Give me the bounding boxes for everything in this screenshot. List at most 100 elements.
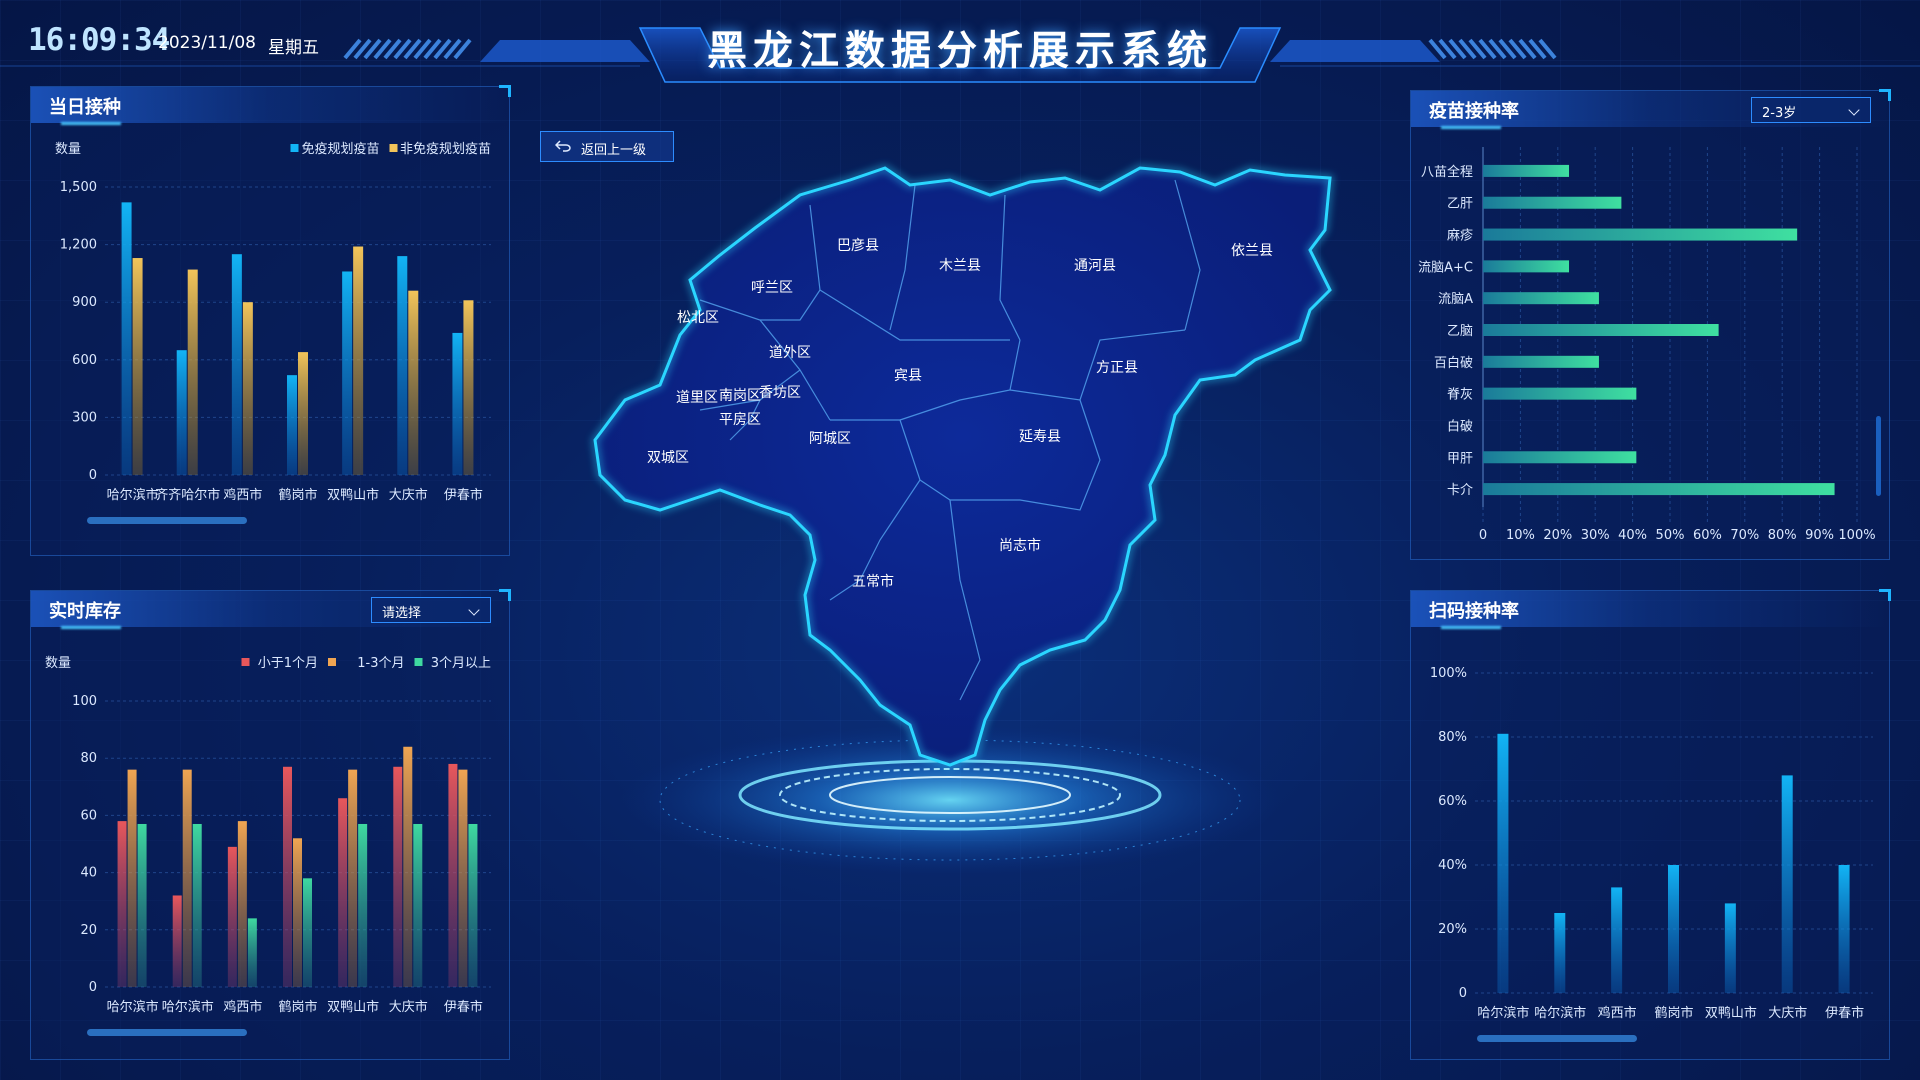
bar[interactable] [293,838,302,987]
district-label[interactable]: 道里区 [676,390,718,406]
district-label[interactable]: 香坊区 [759,385,801,401]
horizontal-scrollbar[interactable] [87,517,247,524]
stock-region-select[interactable]: 请选择 [371,597,491,623]
district-label[interactable]: 尚志市 [999,537,1041,554]
bar[interactable] [172,895,182,987]
bar[interactable] [137,823,147,987]
bar[interactable] [1668,865,1679,993]
bar[interactable] [452,332,463,475]
bar[interactable] [358,823,368,987]
panel-header: 扫码接种率 [1411,591,1889,629]
bar[interactable] [403,746,413,987]
x-tick-label: 哈尔滨市 [1534,1005,1586,1021]
platform-ring [738,759,1162,831]
bar[interactable] [1483,260,1570,273]
vertical-scrollbar[interactable] [1876,416,1881,496]
x-tick-label: 鹤岗市 [278,999,317,1015]
bar[interactable] [348,769,358,987]
district-label[interactable]: 依兰县 [1231,243,1273,259]
age-group-select[interactable]: 2-3岁 [1751,97,1871,123]
panel-title: 实时库存 [49,601,121,622]
bar[interactable] [397,256,408,475]
x-tick-label: 伊春市 [444,487,483,503]
bar[interactable] [127,769,137,987]
x-tick-label: 70% [1730,528,1759,543]
bar[interactable] [1483,196,1622,209]
bar[interactable] [237,821,247,987]
district-label[interactable]: 方正县 [1096,360,1138,376]
x-tick-label: 伊春市 [444,999,483,1015]
district-label[interactable]: 巴彦县 [837,238,879,254]
bar[interactable] [283,766,292,987]
legend-swatch [328,658,336,666]
bar[interactable] [117,821,127,987]
y-tick-label: 100 [72,694,97,709]
clock-time: 16:09:34 [28,22,170,58]
bar[interactable] [413,823,423,987]
bar[interactable] [1554,913,1566,993]
bar[interactable] [298,352,308,475]
bar[interactable] [1483,355,1599,368]
bar[interactable] [231,254,242,475]
bar[interactable] [303,878,312,987]
bar[interactable] [1497,733,1509,993]
bar[interactable] [1483,292,1599,305]
y-tick-label: 20 [80,923,97,938]
y-tick-label: 900 [72,295,97,310]
bar[interactable] [353,246,364,475]
horizontal-scrollbar[interactable] [1477,1035,1637,1042]
district-label[interactable]: 松北区 [677,310,719,326]
bar[interactable] [227,846,237,987]
district-label[interactable]: 双城区 [647,450,689,466]
bar[interactable] [1483,483,1835,496]
bar[interactable] [463,300,474,475]
y-tick-label: 脊灰 [1447,388,1473,403]
district-label[interactable]: 五常市 [852,573,894,590]
bar[interactable] [182,769,192,987]
bar[interactable] [132,258,143,475]
bar[interactable] [247,918,257,987]
bar[interactable] [1483,324,1719,336]
bar[interactable] [338,798,348,987]
bar[interactable] [1781,775,1793,993]
district-label[interactable]: 延寿县 [1019,428,1061,445]
district-label[interactable]: 阿城区 [809,431,851,447]
bar[interactable] [448,763,458,987]
district-label[interactable]: 木兰县 [939,258,981,274]
bar[interactable] [1483,387,1637,400]
bar[interactable] [468,823,478,987]
district-label[interactable]: 宾县 [894,368,922,384]
y-tick-label: 600 [72,353,97,368]
district-label[interactable]: 道外区 [769,345,811,361]
realtime-stock-panel: 实时库存 请选择 0 20 40 60 80 100 数量 哈尔滨市 哈尔滨市 鸡西市 鹤岗市 双鸭山… [30,589,511,1060]
bar[interactable] [408,290,419,475]
bar[interactable] [1483,451,1637,464]
bar[interactable] [1724,903,1736,993]
bar[interactable] [458,769,468,987]
district-label[interactable]: 呼兰区 [751,280,793,296]
bar[interactable] [176,350,187,475]
district-borders [699,179,1201,701]
bar[interactable] [187,269,198,475]
horizontal-scrollbar[interactable] [87,1029,247,1036]
bar[interactable] [1483,228,1798,241]
bar[interactable] [1611,887,1623,993]
y-tick-label: 乙肝 [1447,197,1473,212]
bar[interactable] [1483,164,1570,177]
y-tick-label: 60 [80,808,97,823]
bar[interactable] [287,375,297,475]
y-tick-label: 卡介 [1447,483,1473,498]
back-button[interactable]: 返回上一级 [540,131,674,162]
district-label[interactable]: 南岗区 [719,388,761,404]
bar[interactable] [342,271,353,475]
bar[interactable] [192,823,202,987]
district-label[interactable]: 通河县 [1074,258,1116,274]
bar[interactable] [242,302,253,475]
district-label[interactable]: 平房区 [719,412,761,428]
bar[interactable] [393,766,403,987]
y-tick-label: 20% [1438,922,1467,937]
bar[interactable] [121,202,132,476]
y-tick-label: 流脑A+C [1418,260,1473,275]
bar[interactable] [1838,865,1850,993]
